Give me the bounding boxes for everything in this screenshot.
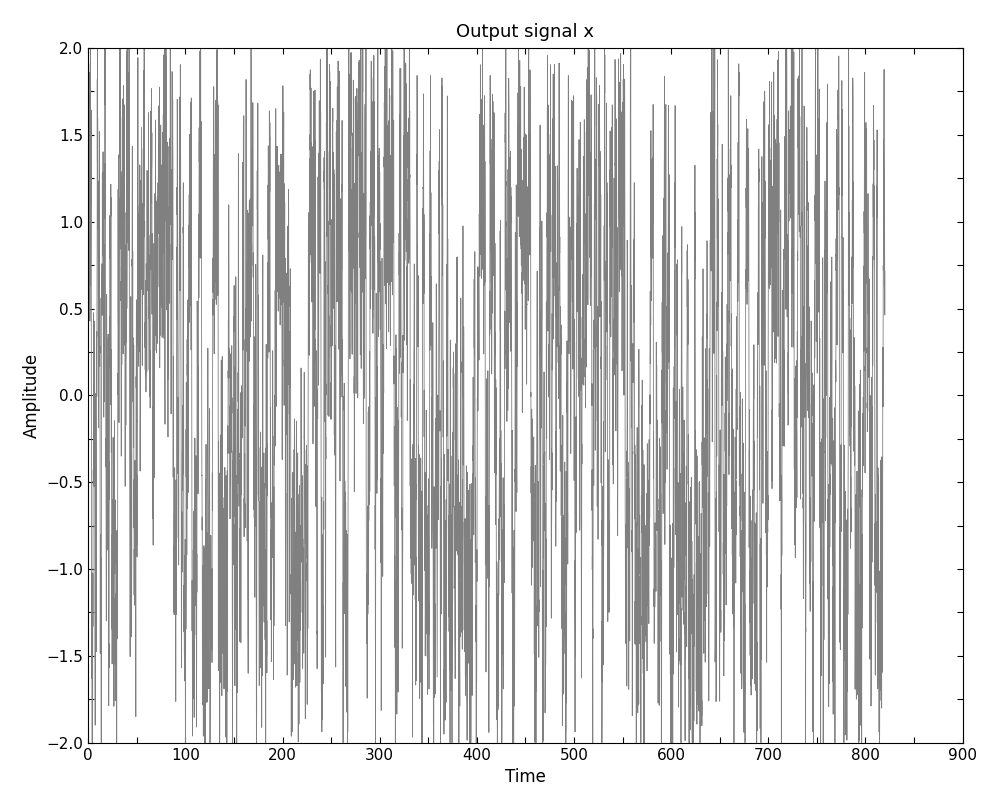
Title: Output signal x: Output signal x <box>456 23 594 41</box>
Y-axis label: Amplitude: Amplitude <box>23 353 41 438</box>
X-axis label: Time: Time <box>505 768 546 786</box>
